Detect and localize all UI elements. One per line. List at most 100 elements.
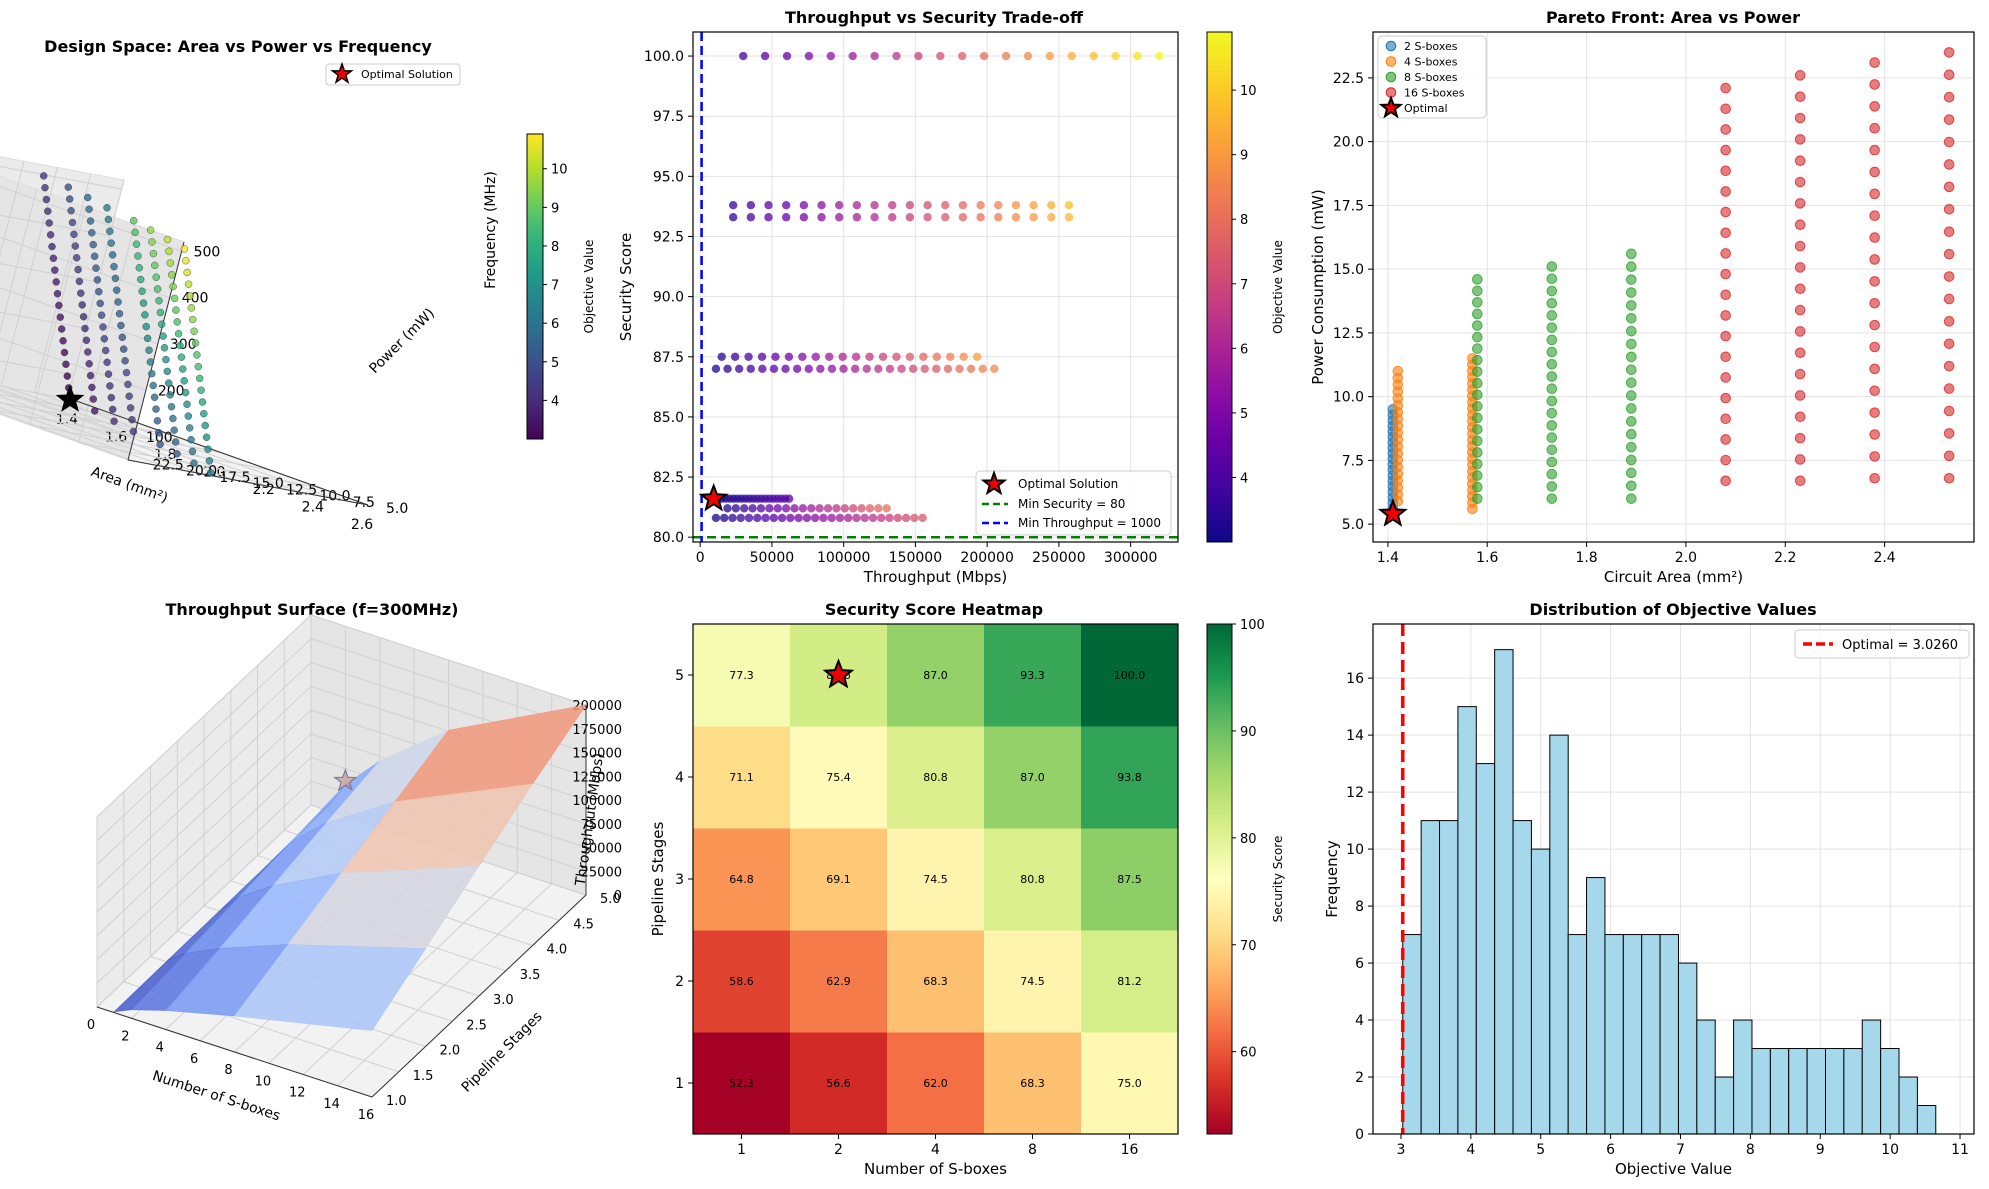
p3-point	[1546, 407, 1558, 419]
p3-point	[1625, 467, 1637, 479]
p3-point	[1943, 316, 1955, 327]
p1-point	[53, 290, 62, 298]
p5-heatmap-cell	[887, 1032, 985, 1135]
p1-point	[182, 257, 190, 265]
p5-heatmap-cell	[887, 726, 985, 829]
p3-point	[1869, 254, 1880, 265]
p3-point	[1546, 420, 1558, 431]
p2-y-tick-label: 85.0	[653, 410, 684, 426]
p1-point	[90, 407, 99, 415]
p4-x-tick-label: 8	[224, 1063, 232, 1078]
p1-point	[148, 370, 156, 378]
p3-point	[1472, 366, 1483, 377]
p2-point	[736, 513, 745, 523]
p3-point	[1625, 428, 1637, 440]
p5-axes-frame	[692, 623, 1179, 1135]
p3-point	[1720, 82, 1731, 94]
p1-point	[177, 353, 186, 361]
p5-heatmap-cell	[1081, 1032, 1179, 1135]
p2-point	[773, 504, 782, 513]
p3-point	[1943, 271, 1955, 282]
p3-point	[1943, 428, 1955, 439]
p2-point	[893, 513, 902, 523]
p1-y-axis	[127, 459, 369, 506]
p3-point	[1546, 456, 1558, 468]
p1-z-label: Frequency (MHz)	[483, 171, 499, 289]
p3-point	[1943, 293, 1955, 305]
p1-colorbar-tick-label: 10	[551, 163, 568, 178]
p5-heatmap-cell	[1081, 726, 1179, 829]
p2-point	[711, 513, 721, 523]
p3-point	[1472, 424, 1483, 435]
p1-point	[197, 386, 205, 394]
p2-y-tick-label: 100.0	[644, 49, 684, 65]
p3-point	[1943, 136, 1955, 148]
p2-point	[835, 201, 844, 210]
p5-x-tick-label: 2	[834, 1142, 843, 1158]
p3-point	[1794, 326, 1806, 337]
p4-z-tick-label: 125000	[572, 770, 622, 785]
p2-point	[848, 504, 858, 513]
p4-y-tick-label: 4.0	[547, 943, 568, 958]
p2-point	[811, 352, 820, 361]
p3-point	[1720, 351, 1731, 363]
p1-point	[59, 337, 67, 345]
p6-bar	[1512, 820, 1532, 1135]
p1-point	[89, 395, 98, 403]
p6-bar	[1402, 934, 1422, 1135]
p4-z-tick-label: 150000	[572, 747, 622, 762]
p5-cell-label: 80.8	[923, 771, 948, 784]
p3-point	[1869, 472, 1880, 484]
p3-legend-label: 4 S-boxes	[1404, 56, 1458, 69]
p5-cell-label: 74.5	[1020, 975, 1045, 988]
p1-point	[110, 417, 118, 425]
p1-point	[121, 357, 129, 365]
p2-point	[1029, 213, 1038, 222]
p1-point	[170, 426, 178, 434]
p5-heatmap-cell	[790, 726, 888, 829]
p3-point	[1392, 365, 1404, 377]
p4-grid-z	[96, 804, 587, 1008]
p1-point	[89, 240, 97, 249]
p1-point	[153, 417, 162, 425]
p2-point	[848, 51, 857, 61]
p3-point	[1472, 308, 1483, 320]
p5-heatmap-cell	[693, 930, 791, 1033]
p5-heatmap-cell	[693, 1032, 791, 1135]
p2-x-tick-label: 250000	[1032, 550, 1085, 566]
p5-y-tick-label: 2	[675, 974, 684, 990]
p2-x-tick-label: 150000	[889, 550, 942, 566]
p6-bar	[1696, 1019, 1716, 1135]
p3-legend-label: Optimal	[1404, 102, 1448, 115]
p2-point	[892, 51, 901, 61]
p3-legend-label: 8 S-boxes	[1404, 71, 1458, 84]
p3-point	[1794, 304, 1806, 316]
p3-point	[1472, 377, 1483, 389]
p2-point	[728, 213, 738, 222]
p2-point	[914, 51, 923, 61]
p1-point	[107, 239, 115, 247]
p4-x-tick-label: 16	[358, 1108, 375, 1123]
p5-cell-label: 68.3	[923, 975, 948, 988]
p2-point	[1047, 213, 1056, 222]
p1-point	[188, 315, 197, 324]
p6-y-tick-label: 10	[1346, 842, 1364, 858]
p5-cell-label: 56.6	[826, 1077, 851, 1090]
p6-y-tick-label: 2	[1355, 1070, 1364, 1086]
p1-point	[205, 457, 214, 465]
p2-point	[777, 513, 787, 523]
p1-point	[49, 254, 58, 262]
p3-legend-marker	[1385, 56, 1397, 67]
p1-legend-star	[330, 61, 354, 84]
p2-point	[852, 513, 861, 523]
p6-x-tick-label: 7	[1676, 1142, 1685, 1158]
p1-point	[118, 333, 127, 341]
p1-point	[63, 372, 72, 380]
p3-point	[1625, 248, 1637, 260]
p1-grid-z	[0, 214, 170, 299]
p2-point	[760, 51, 770, 61]
p2-point	[835, 513, 845, 523]
p5-heatmap-cell	[693, 726, 791, 829]
p1-point	[135, 264, 144, 272]
p5-heatmap-cell	[984, 1032, 1082, 1135]
